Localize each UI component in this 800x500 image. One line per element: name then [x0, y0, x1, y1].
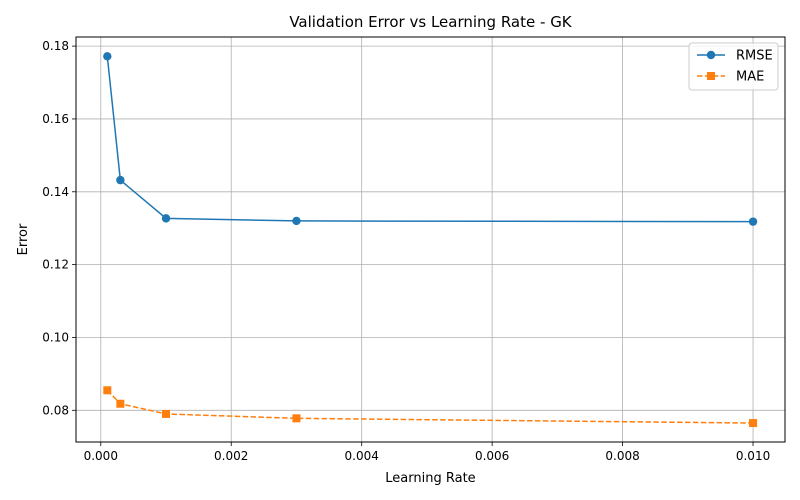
rmse-point	[292, 216, 301, 226]
mae-point	[292, 414, 301, 423]
rmse-point	[116, 175, 125, 185]
series-rmse	[103, 52, 758, 226]
y-tick-label: 0.10	[42, 330, 69, 344]
x-tick-label: 0.002	[214, 449, 248, 463]
x-axis-title: Learning Rate	[385, 471, 475, 486]
x-tick-label: 0.008	[605, 449, 639, 463]
legend-marker-rmse	[706, 50, 716, 60]
mae-point	[162, 409, 171, 418]
mae-point	[103, 386, 112, 395]
legend-marker-mae	[707, 72, 715, 80]
mae-point	[116, 399, 125, 408]
legend-label-rmse: RMSE	[736, 49, 773, 64]
axis-ticks: 0.000 0.002 0.004 0.006 0.008 0.010 0.08 0.10 0.…	[42, 39, 770, 463]
y-tick-label: 0.12	[42, 258, 69, 272]
y-axis-title: Error	[16, 223, 31, 255]
x-tick-label: 0.004	[345, 449, 379, 463]
grid-lines	[76, 37, 785, 442]
x-tick-label: 0.006	[475, 449, 509, 463]
plot-frame	[75, 36, 786, 443]
y-tick-label: 0.14	[42, 185, 69, 199]
chart-title: Validation Error vs Learning Rate - GK	[289, 13, 572, 31]
series-layer	[103, 52, 758, 428]
legend: RMSE MAE	[688, 42, 779, 91]
series-mae	[103, 386, 758, 428]
y-tick-label: 0.16	[42, 112, 69, 126]
x-tick-label: 0.010	[736, 449, 770, 463]
rmse-point	[161, 214, 171, 223]
x-tick-label: 0.000	[84, 449, 118, 463]
mae-point	[749, 419, 758, 428]
rmse-point	[748, 217, 758, 226]
rmse-point	[103, 52, 112, 61]
legend-label-mae: MAE	[736, 70, 764, 85]
y-tick-label: 0.18	[42, 39, 69, 53]
y-tick-label: 0.08	[42, 403, 69, 417]
